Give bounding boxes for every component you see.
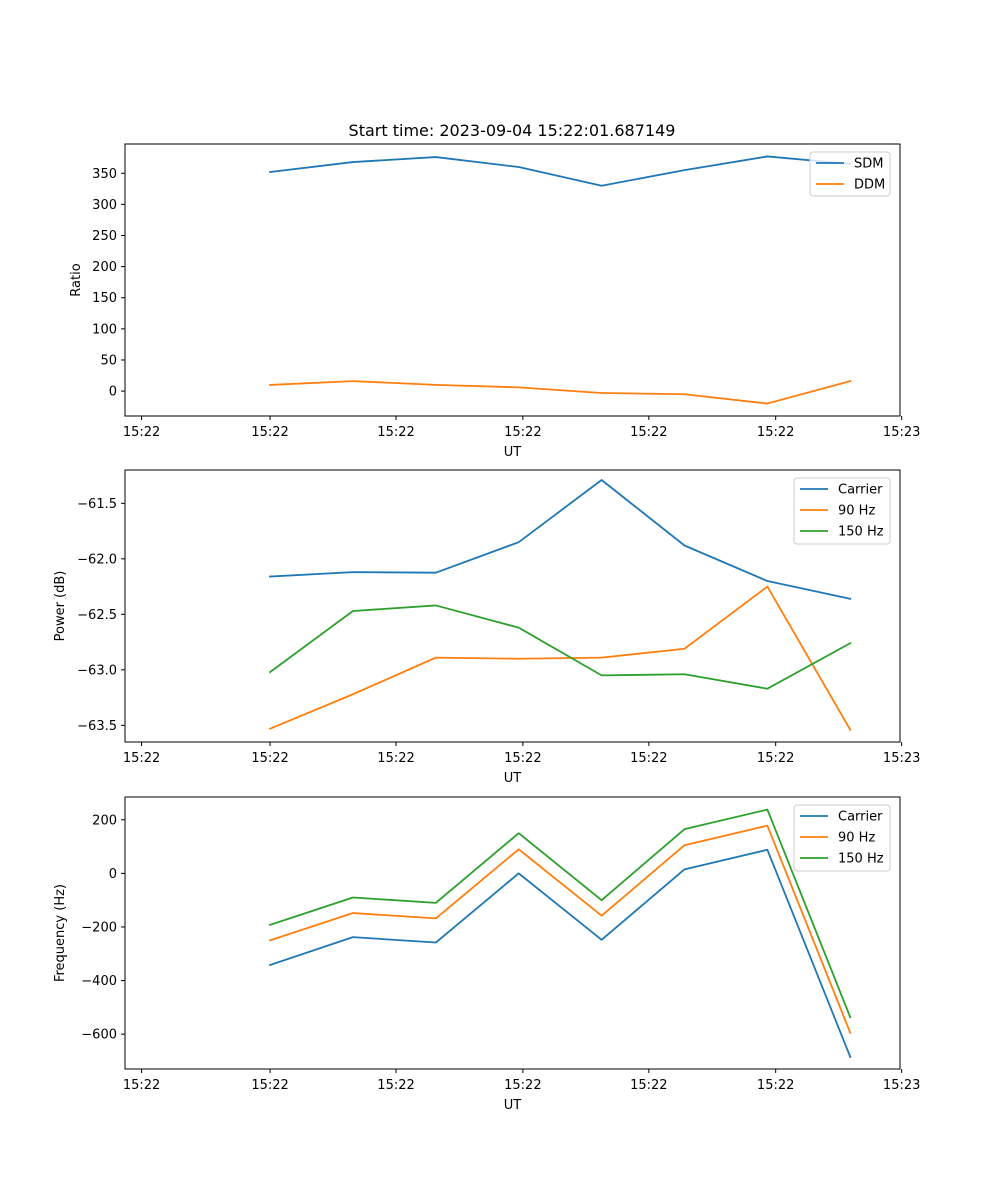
y-tick-label: −63.5 xyxy=(77,719,117,734)
y-axis-label: Ratio xyxy=(69,263,84,296)
x-tick-label: 15:22 xyxy=(251,425,288,440)
series-line-150-hz xyxy=(268,604,852,690)
chart-panel-3: 15:22 15:22 15:22 15:22 15:22 15:22 15:23 −600 −… xyxy=(53,796,920,1113)
series-line-sdm xyxy=(269,155,852,187)
charts-container: 15:22 15:22 15:22 15:22 15:22 15:22 15:23 0 50 10… xyxy=(53,143,920,1113)
y-tick-label: −200 xyxy=(81,920,117,935)
axes-frame xyxy=(124,143,901,417)
x-tick-label: 15:22 xyxy=(630,425,667,440)
axes-frame xyxy=(124,469,901,743)
series-line-150-hz xyxy=(268,808,852,1019)
x-tick-label: 15:23 xyxy=(883,425,920,440)
legend-box xyxy=(793,804,891,872)
series-line-carrier xyxy=(269,479,852,600)
legend: SDM DDM xyxy=(809,151,891,197)
legend-box xyxy=(793,477,891,545)
y-tick-label: 200 xyxy=(92,260,117,275)
y-tick-label: 300 xyxy=(92,198,117,213)
series-line-ddm xyxy=(269,380,852,405)
legend-label: 90 Hz xyxy=(838,504,875,519)
x-tick-label: 15:22 xyxy=(757,751,794,766)
y-tick-label: −61.5 xyxy=(77,497,117,512)
figure-title: Start time: 2023-09-04 15:22:01.687149 xyxy=(349,121,676,140)
x-tick-label: 15:22 xyxy=(757,1078,794,1093)
x-tick-label: 15:22 xyxy=(377,425,414,440)
legend-label: Carrier xyxy=(838,483,883,498)
legend: Carrier 90 Hz 150 Hz xyxy=(793,477,891,545)
x-axis-label: UT xyxy=(504,771,522,786)
axes-frame xyxy=(124,796,901,1070)
y-tick-label: 100 xyxy=(92,322,117,337)
y-tick-label: −62.5 xyxy=(77,608,117,623)
x-tick-label: 15:23 xyxy=(883,1078,920,1093)
x-tick-label: 15:22 xyxy=(251,1078,288,1093)
y-axis-label: Frequency (Hz) xyxy=(53,884,68,982)
legend-label: 150 Hz xyxy=(838,852,884,867)
y-tick-label: 250 xyxy=(92,229,117,244)
legend: Carrier 90 Hz 150 Hz xyxy=(793,804,891,872)
x-tick-label: 15:22 xyxy=(504,1078,541,1093)
y-tick-label: −62.0 xyxy=(77,552,117,567)
legend-label: SDM xyxy=(854,157,883,172)
chart-panel-1: 15:22 15:22 15:22 15:22 15:22 15:22 15:23 0 50 10… xyxy=(69,143,920,460)
x-tick-label: 15:22 xyxy=(630,1078,667,1093)
x-tick-label: 15:23 xyxy=(883,751,920,766)
x-axis-label: UT xyxy=(504,445,522,460)
legend-label: Carrier xyxy=(838,810,883,825)
series-line-carrier xyxy=(268,848,852,1059)
y-tick-label: 150 xyxy=(92,291,117,306)
legend-label: 150 Hz xyxy=(838,525,884,540)
y-tick-label: 0 xyxy=(109,385,117,400)
y-tick-label: −600 xyxy=(81,1028,117,1043)
x-tick-label: 15:22 xyxy=(630,751,667,766)
y-tick-label: 50 xyxy=(100,353,117,368)
x-tick-label: 15:22 xyxy=(504,751,541,766)
y-tick-label: 350 xyxy=(92,167,117,182)
x-tick-label: 15:22 xyxy=(123,425,160,440)
series-line-90-hz xyxy=(268,585,852,732)
x-tick-label: 15:22 xyxy=(123,1078,160,1093)
x-axis-label: UT xyxy=(504,1098,522,1113)
chart-panel-2: 15:22 15:22 15:22 15:22 15:22 15:22 15:23 −63.5… xyxy=(53,469,920,786)
x-tick-label: 15:22 xyxy=(377,1078,414,1093)
y-tick-label: 200 xyxy=(92,813,117,828)
y-tick-label: −400 xyxy=(81,974,117,989)
y-tick-label: 0 xyxy=(109,867,117,882)
y-tick-label: −63.0 xyxy=(77,663,117,678)
series-line-90-hz xyxy=(268,824,852,1034)
y-axis-label: Power (dB) xyxy=(53,571,68,642)
legend-label: DDM xyxy=(854,178,885,193)
legend-label: 90 Hz xyxy=(838,831,875,846)
x-tick-label: 15:22 xyxy=(504,425,541,440)
x-tick-label: 15:22 xyxy=(377,751,414,766)
x-tick-label: 15:22 xyxy=(757,425,794,440)
x-tick-label: 15:22 xyxy=(251,751,288,766)
x-tick-label: 15:22 xyxy=(123,751,160,766)
